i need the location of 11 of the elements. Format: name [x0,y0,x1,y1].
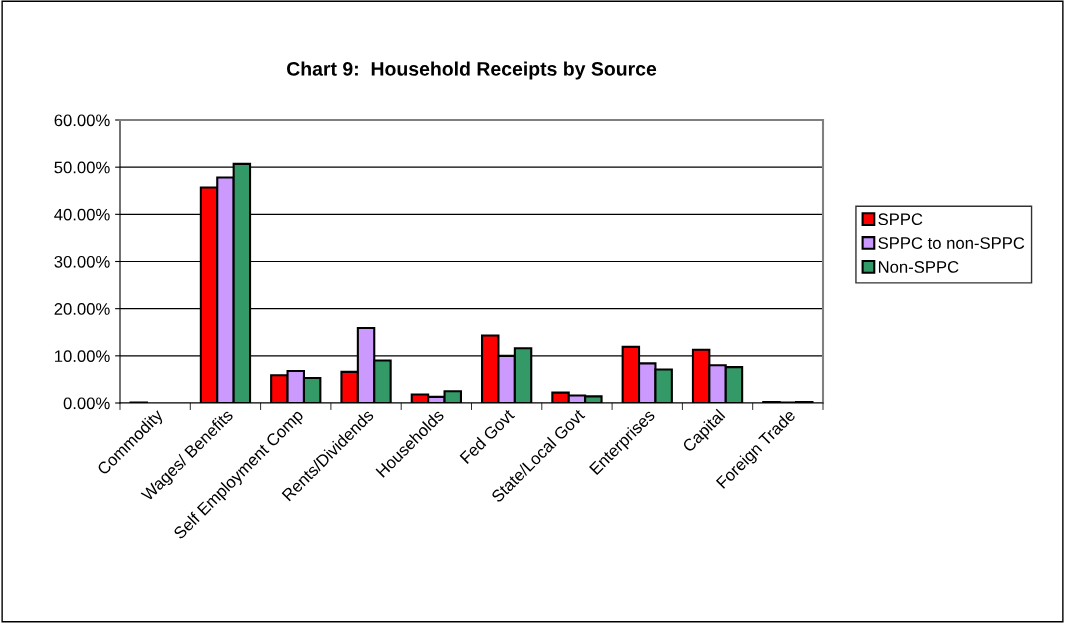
chart-title: Chart 9: Household Receipts by Source [287,61,657,80]
legend-label: SPPC [878,213,923,226]
y-tick-label: 60.00% [54,114,110,127]
y-tick-label: 0.00% [63,397,110,410]
legend-label: SPPC to non-SPPC [878,237,1025,249]
y-tick-label: 40.00% [54,208,110,221]
legend-label: Non-SPPC [878,261,959,273]
y-tick-label: 30.00% [54,255,110,268]
y-tick-label: 50.00% [54,161,110,174]
y-tick-label: 20.00% [54,303,110,315]
y-tick-label: 10.00% [55,350,110,363]
